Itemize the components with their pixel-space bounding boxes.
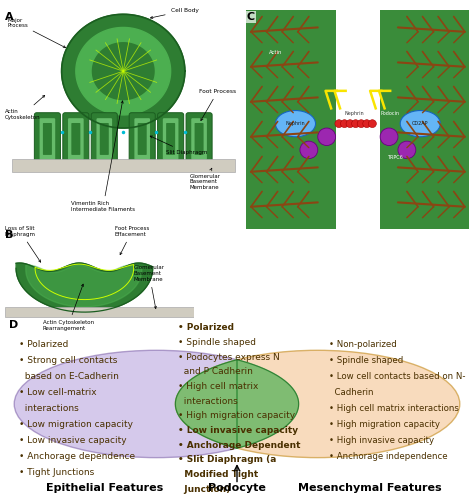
FancyBboxPatch shape <box>68 118 83 160</box>
Text: and P Cadherin: and P Cadherin <box>178 367 253 376</box>
Circle shape <box>318 128 336 146</box>
Text: Modified Tight: Modified Tight <box>178 470 258 479</box>
Text: Actin: Actin <box>269 50 282 55</box>
Text: • Polarized: • Polarized <box>19 339 68 348</box>
Text: CD2AP: CD2AP <box>412 121 428 126</box>
Text: C: C <box>246 12 255 22</box>
Ellipse shape <box>400 110 440 137</box>
Text: • Non-polarized: • Non-polarized <box>329 339 397 348</box>
Text: Vimentin Rich
Intermediate Filaments: Vimentin Rich Intermediate Filaments <box>71 101 135 212</box>
Text: interactions: interactions <box>19 404 79 413</box>
Polygon shape <box>16 263 153 312</box>
Text: • High invasive capacity: • High invasive capacity <box>329 436 435 445</box>
FancyBboxPatch shape <box>91 113 117 165</box>
Text: A: A <box>5 12 13 22</box>
Circle shape <box>357 120 365 128</box>
Text: Foot Process
Effacement: Foot Process Effacement <box>115 226 149 254</box>
Text: interactions: interactions <box>178 397 237 406</box>
Ellipse shape <box>275 110 316 137</box>
FancyBboxPatch shape <box>191 118 207 160</box>
Circle shape <box>175 350 460 458</box>
Circle shape <box>398 141 416 159</box>
Text: • Low invasive capacity: • Low invasive capacity <box>19 436 127 445</box>
Text: Actin Cytoskeleton
Rearrangement: Actin Cytoskeleton Rearrangement <box>43 284 94 331</box>
Text: based on E-Cadherin: based on E-Cadherin <box>19 372 119 381</box>
Text: Podocin: Podocin <box>380 111 399 116</box>
Polygon shape <box>175 360 299 448</box>
Text: • Slit Diaphragm (a: • Slit Diaphragm (a <box>178 455 276 465</box>
Text: Glomerular
Basement
Membrane: Glomerular Basement Membrane <box>134 265 164 309</box>
FancyBboxPatch shape <box>163 118 178 160</box>
Text: • High migration capacity: • High migration capacity <box>329 420 440 429</box>
FancyBboxPatch shape <box>186 113 212 165</box>
Text: Glomerular
Basement
Membrane: Glomerular Basement Membrane <box>190 168 220 190</box>
FancyBboxPatch shape <box>39 118 55 160</box>
Text: • Polarized: • Polarized <box>178 324 234 332</box>
Text: • Low invasive capacity: • Low invasive capacity <box>178 426 298 435</box>
Text: • Strong cell contacts: • Strong cell contacts <box>19 356 118 365</box>
FancyBboxPatch shape <box>100 123 109 155</box>
Text: Cadherin: Cadherin <box>329 388 374 397</box>
Circle shape <box>352 120 360 128</box>
Circle shape <box>340 120 348 128</box>
Text: B: B <box>5 230 13 240</box>
Text: • Anchorage dependence: • Anchorage dependence <box>19 452 135 461</box>
FancyBboxPatch shape <box>63 113 89 165</box>
Text: Loss of Slit
Diaphragm: Loss of Slit Diaphragm <box>5 226 41 262</box>
Polygon shape <box>62 14 185 128</box>
Text: • High cell matrix interactions: • High cell matrix interactions <box>329 404 459 413</box>
Bar <box>376 10 469 229</box>
Bar <box>246 10 340 229</box>
Text: • Low cell-matrix: • Low cell-matrix <box>19 388 97 397</box>
Circle shape <box>335 120 343 128</box>
Text: Junction): Junction) <box>178 485 230 494</box>
Text: Major
Process: Major Process <box>7 17 65 48</box>
FancyBboxPatch shape <box>157 113 183 165</box>
Text: • Low cell contacts based on N-: • Low cell contacts based on N- <box>329 372 466 381</box>
Text: • Spindle shaped: • Spindle shaped <box>329 356 404 365</box>
FancyBboxPatch shape <box>43 123 52 155</box>
Circle shape <box>363 120 371 128</box>
Circle shape <box>346 120 354 128</box>
FancyBboxPatch shape <box>129 113 155 165</box>
Circle shape <box>300 141 318 159</box>
FancyBboxPatch shape <box>96 118 112 160</box>
FancyBboxPatch shape <box>71 123 80 155</box>
Text: Foot Process: Foot Process <box>199 89 236 121</box>
Text: Actin
Cytoskeleton: Actin Cytoskeleton <box>5 95 45 120</box>
Text: Epithelial Features: Epithelial Features <box>46 484 163 494</box>
FancyBboxPatch shape <box>166 123 175 155</box>
Text: • Low migration capacity: • Low migration capacity <box>19 420 133 429</box>
Polygon shape <box>26 265 142 307</box>
Text: Nephrin: Nephrin <box>345 111 364 116</box>
Text: Mesenchymal Features: Mesenchymal Features <box>298 484 442 494</box>
Circle shape <box>368 120 376 128</box>
Bar <box>12 159 235 172</box>
Text: D: D <box>9 320 19 330</box>
Bar <box>336 10 380 229</box>
FancyBboxPatch shape <box>194 123 203 155</box>
Circle shape <box>380 128 398 146</box>
Text: • Spindle shaped: • Spindle shaped <box>178 338 256 347</box>
Text: • High migration capacity: • High migration capacity <box>178 412 295 420</box>
Text: • High cell matrix: • High cell matrix <box>178 382 258 391</box>
FancyBboxPatch shape <box>34 113 61 165</box>
Circle shape <box>14 350 299 458</box>
FancyBboxPatch shape <box>135 118 150 160</box>
Bar <box>5 307 194 317</box>
Text: • Anchorage independence: • Anchorage independence <box>329 452 448 461</box>
Polygon shape <box>76 27 171 115</box>
Text: TRPC6: TRPC6 <box>387 155 402 160</box>
Polygon shape <box>92 43 154 99</box>
Text: • Tight Junctions: • Tight Junctions <box>19 468 94 478</box>
Text: • Anchorage Dependent: • Anchorage Dependent <box>178 441 300 450</box>
Text: Slit Diaphragm: Slit Diaphragm <box>150 136 207 155</box>
Text: Podocyte: Podocyte <box>208 484 266 494</box>
Text: Cell Body: Cell Body <box>150 8 199 18</box>
Text: Nephrin: Nephrin <box>286 121 305 126</box>
FancyBboxPatch shape <box>137 123 147 155</box>
Text: • Podocytes express N: • Podocytes express N <box>178 353 280 362</box>
